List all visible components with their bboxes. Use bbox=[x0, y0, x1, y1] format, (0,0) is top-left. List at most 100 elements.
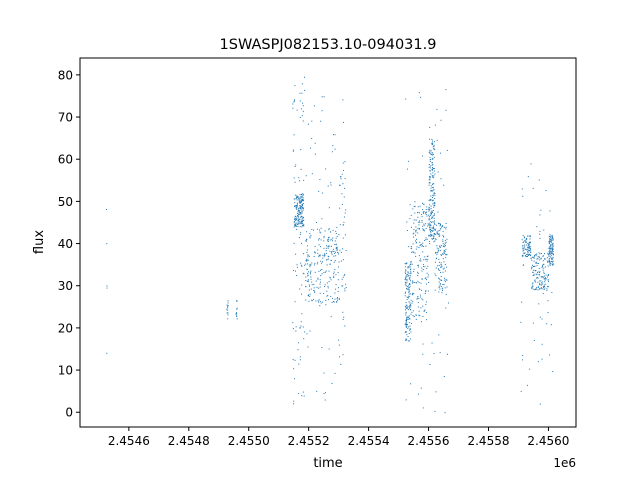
data-point bbox=[414, 201, 416, 203]
data-point bbox=[430, 158, 432, 160]
data-point bbox=[532, 187, 534, 189]
data-point bbox=[292, 322, 294, 324]
data-point bbox=[550, 263, 552, 265]
data-point bbox=[531, 283, 533, 285]
data-point bbox=[405, 399, 407, 401]
data-point bbox=[295, 218, 297, 220]
data-point bbox=[301, 395, 303, 397]
data-point bbox=[419, 205, 421, 207]
data-point bbox=[548, 240, 550, 242]
data-point bbox=[310, 263, 312, 265]
data-point bbox=[430, 224, 432, 226]
data-point bbox=[298, 211, 300, 213]
data-point bbox=[324, 230, 326, 232]
data-point bbox=[330, 182, 332, 184]
data-point bbox=[299, 194, 301, 196]
data-point bbox=[443, 267, 445, 269]
data-point bbox=[552, 256, 554, 258]
data-point bbox=[541, 266, 543, 268]
data-point bbox=[548, 256, 550, 258]
data-point bbox=[525, 244, 527, 246]
data-point bbox=[527, 251, 529, 253]
data-point bbox=[294, 194, 296, 196]
data-point bbox=[327, 238, 329, 240]
data-point bbox=[408, 283, 410, 285]
data-point bbox=[431, 164, 433, 166]
data-point bbox=[406, 262, 408, 264]
data-point bbox=[236, 315, 238, 317]
data-point bbox=[410, 271, 412, 273]
data-point bbox=[300, 193, 302, 195]
data-point bbox=[303, 224, 305, 226]
data-point bbox=[417, 227, 419, 229]
data-point bbox=[407, 297, 409, 299]
data-point bbox=[426, 272, 428, 274]
data-point bbox=[521, 239, 523, 241]
data-point bbox=[301, 284, 303, 286]
data-point bbox=[319, 229, 321, 231]
data-point bbox=[300, 222, 302, 224]
data-point bbox=[413, 293, 415, 295]
data-point bbox=[428, 151, 430, 153]
data-point bbox=[298, 197, 300, 199]
data-point bbox=[422, 211, 424, 213]
data-point bbox=[438, 287, 440, 289]
data-point bbox=[300, 108, 302, 110]
data-point bbox=[543, 271, 545, 273]
data-point bbox=[434, 223, 436, 225]
data-point bbox=[439, 225, 441, 227]
data-point bbox=[544, 278, 546, 280]
data-point bbox=[308, 284, 310, 286]
data-point bbox=[405, 98, 407, 100]
data-point bbox=[431, 210, 433, 212]
data-point bbox=[522, 245, 524, 247]
data-point bbox=[549, 250, 551, 252]
data-point bbox=[523, 237, 525, 239]
data-point bbox=[437, 249, 439, 251]
data-point bbox=[411, 282, 413, 284]
data-point bbox=[525, 241, 527, 243]
data-point bbox=[336, 235, 338, 237]
data-point bbox=[550, 324, 552, 326]
data-point bbox=[336, 301, 338, 303]
data-point bbox=[543, 253, 545, 255]
data-point bbox=[442, 239, 444, 241]
data-point bbox=[437, 171, 439, 173]
data-point bbox=[418, 224, 420, 226]
data-point bbox=[534, 269, 536, 271]
data-point bbox=[431, 230, 433, 232]
data-point bbox=[429, 226, 431, 228]
data-point bbox=[529, 242, 531, 244]
data-point bbox=[438, 269, 440, 271]
data-point bbox=[528, 245, 530, 247]
data-point bbox=[343, 216, 345, 218]
data-point bbox=[300, 196, 302, 198]
data-point bbox=[292, 150, 294, 152]
data-point bbox=[324, 286, 326, 288]
data-point bbox=[295, 208, 297, 210]
data-point bbox=[429, 235, 431, 237]
data-point bbox=[410, 293, 412, 295]
data-point bbox=[301, 215, 303, 217]
data-point bbox=[338, 344, 340, 346]
data-point bbox=[412, 293, 414, 295]
data-point bbox=[297, 212, 299, 214]
data-point bbox=[432, 197, 434, 199]
data-point bbox=[530, 163, 532, 165]
data-point bbox=[537, 255, 539, 257]
data-point bbox=[314, 251, 316, 253]
data-point bbox=[429, 228, 431, 230]
data-point bbox=[302, 208, 304, 210]
data-point bbox=[434, 141, 436, 143]
data-point bbox=[333, 277, 335, 279]
data-point bbox=[536, 276, 538, 278]
data-point bbox=[550, 256, 552, 258]
data-point bbox=[433, 202, 435, 204]
data-point bbox=[428, 179, 430, 181]
data-point bbox=[445, 109, 447, 111]
data-point bbox=[420, 296, 422, 298]
data-point bbox=[301, 206, 303, 208]
data-point bbox=[345, 249, 347, 251]
data-point bbox=[106, 285, 108, 287]
data-point bbox=[324, 271, 326, 273]
